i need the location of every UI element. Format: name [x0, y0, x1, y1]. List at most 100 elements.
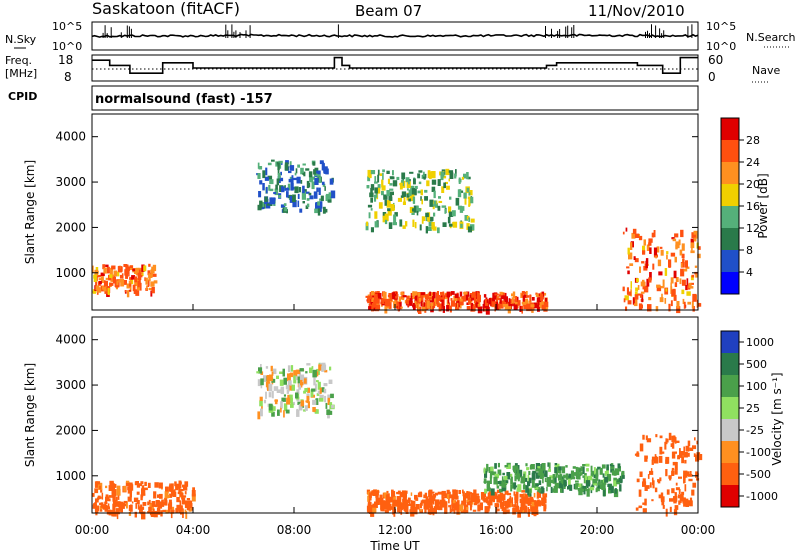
power-cell [688, 282, 692, 288]
velocity-cell [434, 508, 437, 513]
power-cell [530, 304, 535, 308]
velocity-cell [439, 503, 443, 508]
power-cell [382, 212, 387, 218]
power-cell [622, 231, 625, 235]
power-cell [651, 232, 655, 238]
velocity-cell [507, 498, 511, 504]
velocity-cell [516, 487, 521, 492]
power-cell [93, 274, 97, 282]
velocity-cell [510, 476, 513, 485]
power-cell [135, 267, 140, 276]
velocity-cell [269, 374, 273, 382]
velocity-cell [454, 495, 457, 499]
power-cell [691, 274, 695, 278]
power-cell [671, 237, 675, 240]
velocity-cell [475, 493, 480, 496]
velocity-cell [527, 474, 530, 483]
velocity-cell [324, 369, 328, 373]
velocity-cell [520, 476, 525, 484]
velocity-cell [137, 504, 140, 510]
power-cell [442, 222, 447, 227]
power-cell [648, 242, 652, 246]
power-cell [265, 167, 268, 176]
velocity-cell [657, 479, 660, 483]
frequency-panel: Freq. [MHz] 18 8 60 0 Nave [5, 53, 780, 84]
power-cell [425, 212, 429, 218]
power-cell [377, 292, 382, 300]
velocity-cell [522, 484, 526, 490]
power-cell [683, 301, 686, 309]
power-cell [433, 190, 436, 199]
velocity-cell [668, 432, 672, 441]
power-cell [375, 191, 378, 198]
power-cell [389, 188, 394, 191]
velocity-cell [483, 497, 487, 503]
velocity-cell [263, 399, 267, 404]
velocity-cell [140, 481, 144, 485]
power-cell [668, 303, 671, 312]
power-cell [625, 227, 628, 232]
velocity-cell [614, 468, 620, 476]
power-cell [405, 177, 410, 183]
power-cell [103, 286, 107, 291]
velocity-cell [170, 511, 173, 519]
velocity-cell [123, 500, 127, 504]
velocity-cell [493, 471, 497, 476]
velocity-cell [585, 485, 589, 489]
velocity-cell [544, 493, 548, 498]
power-cell [391, 292, 394, 300]
power-cell [386, 170, 390, 174]
power-cell [409, 206, 414, 213]
velocity-cell [529, 465, 532, 470]
power-cell [647, 304, 652, 312]
velocity-cell [366, 505, 370, 512]
velocity-cell [613, 480, 617, 487]
velocity-cell [389, 506, 394, 510]
power-cell [374, 187, 378, 194]
power-cell [409, 179, 411, 182]
power-cell [468, 198, 471, 206]
velocity-cell [638, 505, 642, 508]
velocity-cell [185, 511, 188, 519]
power-cell [504, 302, 509, 310]
velocity-cell [131, 501, 134, 504]
power-cell [649, 272, 652, 279]
velocity-cell [441, 501, 446, 508]
power-cell [381, 185, 386, 191]
power-cell [675, 277, 679, 282]
velocity-cell [385, 494, 389, 501]
power-cell [467, 196, 471, 199]
velocity-cell [477, 504, 481, 512]
velocity-cell [493, 491, 497, 500]
velocity-cell [483, 468, 488, 473]
power-cell [412, 297, 417, 299]
velocity-cell [484, 488, 487, 494]
power-cell [649, 247, 652, 254]
power-cell [115, 285, 120, 288]
power-cell [674, 256, 677, 263]
power-cell [396, 305, 398, 309]
velocity-cell [693, 453, 696, 457]
power-cell [289, 196, 294, 203]
power-cell [94, 285, 97, 291]
velocity-cell [687, 440, 691, 447]
velocity-cell [115, 508, 120, 515]
power-cell [137, 272, 142, 280]
velocity-cell [593, 483, 597, 486]
power-cell [525, 298, 529, 307]
power-cell [660, 286, 664, 289]
power-cell [431, 171, 436, 179]
power-cell [392, 170, 394, 176]
velocity-cell [634, 453, 639, 456]
power-cell [368, 173, 372, 179]
power-cell [429, 199, 434, 207]
power-cell [306, 198, 310, 201]
power-cell [370, 208, 373, 211]
power-cell [417, 296, 419, 302]
velocity-cell [586, 468, 589, 472]
power-cell [277, 162, 280, 171]
power-cell [476, 291, 479, 297]
velocity-cell [290, 365, 294, 372]
velocity-cell [484, 471, 488, 478]
velocity-cell [554, 463, 558, 467]
